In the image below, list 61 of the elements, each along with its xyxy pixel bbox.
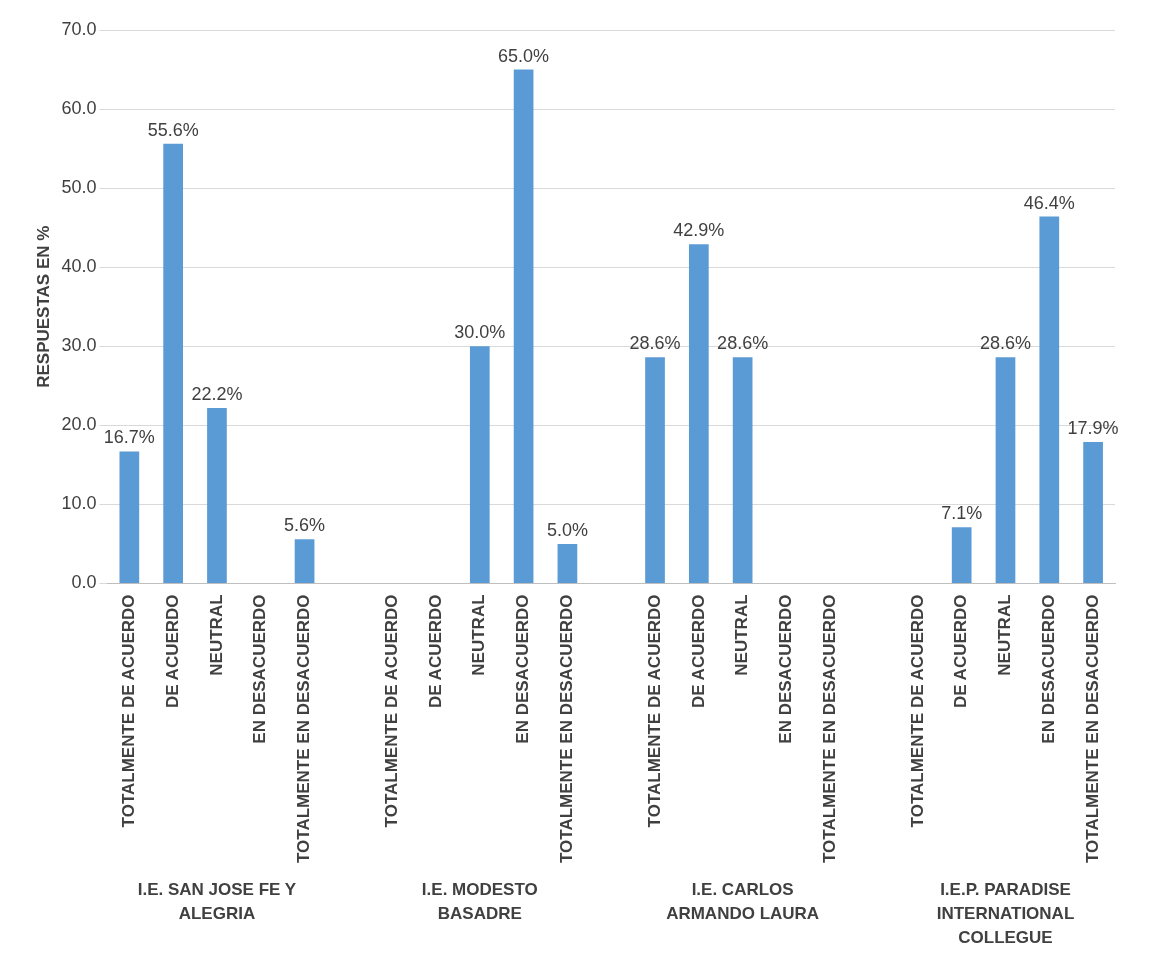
data-label: 16.7%	[103, 427, 155, 448]
bar	[1039, 216, 1060, 583]
x-tick-label: TOTALMENTE EN DESACUERDO	[819, 594, 839, 863]
x-tick-label: NEUTRAL	[732, 594, 752, 676]
x-tick-label: EN DESACUERDO	[776, 594, 796, 744]
y-tick-label: 20.0	[61, 414, 97, 435]
bar	[294, 539, 315, 583]
y-tick-label: 0.0	[71, 572, 97, 593]
data-label: 22.2%	[191, 383, 243, 404]
bar	[951, 527, 972, 583]
bar	[995, 357, 1016, 583]
data-label: 42.9%	[673, 220, 725, 241]
y-tick-label: 70.0	[61, 18, 97, 39]
bar	[688, 244, 709, 583]
y-tick-label: 30.0	[61, 335, 97, 356]
data-label: 28.6%	[629, 333, 681, 354]
bar	[732, 357, 753, 583]
x-tick-label: NEUTRAL	[995, 594, 1015, 676]
x-tick-label: TOTALMENTE DE ACUERDO	[119, 594, 139, 828]
x-tick-label: DE ACUERDO	[425, 594, 445, 709]
bar	[163, 143, 183, 583]
x-tick-label: EN DESACUERDO	[250, 594, 270, 744]
bar	[469, 346, 490, 583]
x-tick-label: TOTALMENTE EN DESACUERDO	[1082, 594, 1102, 863]
data-label: 7.1%	[941, 503, 983, 524]
x-tick-label: NEUTRAL	[206, 594, 226, 676]
data-label: 55.6%	[147, 119, 199, 140]
x-tick-label: EN DESACUERDO	[1038, 594, 1058, 744]
text: I.E. CARLOS ARMANDO LAURA	[666, 880, 820, 924]
data-label: 28.6%	[979, 333, 1032, 354]
x-tick-label: TOTALMENTE EN DESACUERDO	[557, 594, 577, 863]
bar	[513, 69, 534, 583]
x-tick-label: TOTALMENTE DE ACUERDO	[381, 594, 401, 828]
y-axis-title: RESPUESTAS EN %	[33, 225, 53, 388]
data-label: 17.9%	[1067, 417, 1119, 438]
bar	[207, 407, 227, 583]
text: I.E.P. PARADISE INTERNATIONAL COLLEGUE	[936, 880, 1075, 948]
x-tick-label: EN DESACUERDO	[513, 594, 533, 744]
x-tick-label: DE ACUERDO	[688, 594, 708, 709]
bar	[557, 543, 578, 583]
x-tick-label: NEUTRAL	[469, 594, 489, 676]
data-label: 46.4%	[1023, 192, 1075, 213]
x-tick-label: DE ACUERDO	[162, 594, 182, 709]
x-tick-label: DE ACUERDO	[951, 594, 971, 709]
data-label: 28.6%	[717, 333, 769, 354]
data-label: 5.0%	[546, 519, 588, 540]
text: I.E. MODESTO BASADRE	[421, 880, 538, 924]
y-tick-label: 40.0	[61, 256, 97, 277]
x-tick-label: TOTALMENTE DE ACUERDO	[907, 594, 927, 828]
bar	[1083, 441, 1103, 583]
x-tick-label: TOTALMENTE EN DESACUERDO	[294, 594, 314, 863]
x-tick-label: TOTALMENTE DE ACUERDO	[644, 594, 664, 828]
y-tick-label: 60.0	[61, 98, 97, 119]
data-label: 5.6%	[284, 515, 326, 536]
data-label: 30.0%	[454, 322, 506, 343]
data-label: 65.0%	[498, 45, 550, 66]
bar	[119, 451, 140, 583]
text: I.E. SAN JOSE FE Y ALEGRIA	[137, 880, 297, 924]
bar	[645, 357, 665, 583]
y-tick-label: 10.0	[61, 493, 97, 514]
y-tick-label: 50.0	[61, 177, 97, 198]
